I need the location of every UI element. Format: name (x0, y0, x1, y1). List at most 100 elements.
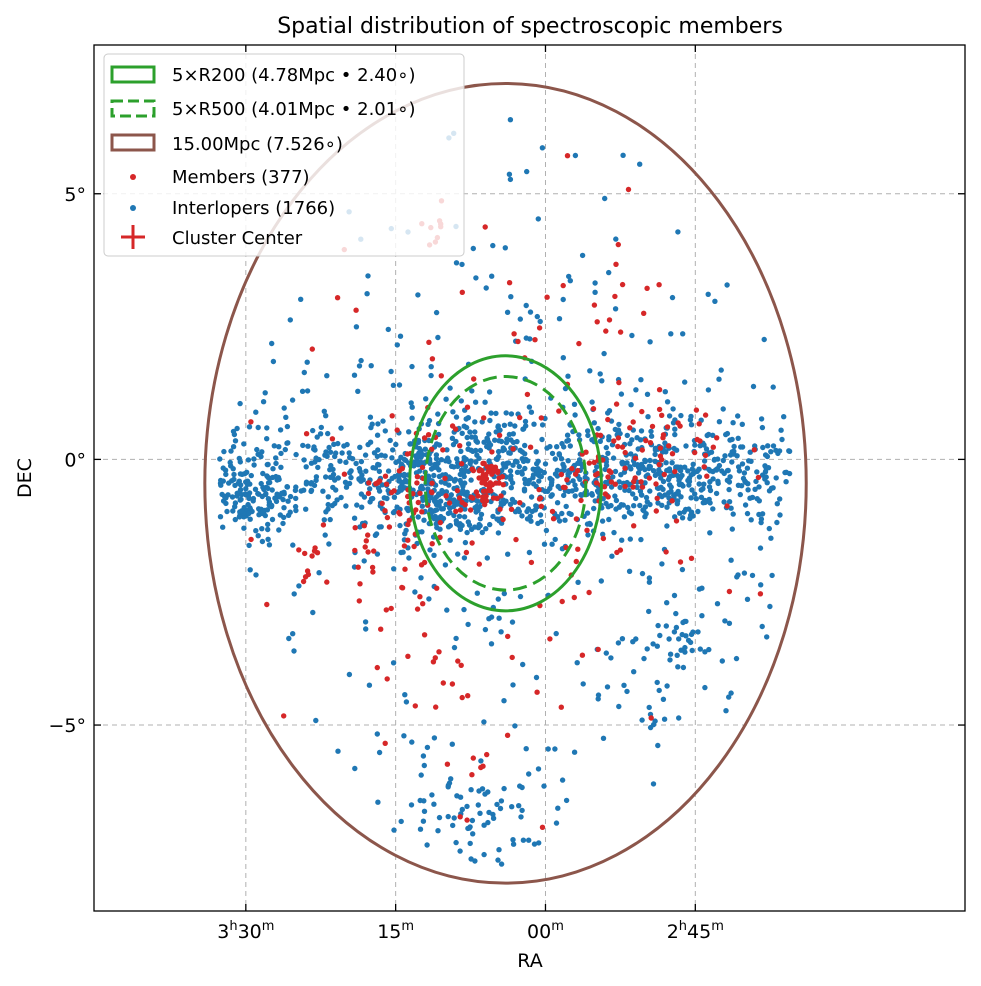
interloper-point (702, 649, 708, 655)
interloper-point (631, 503, 637, 509)
interloper-point (644, 646, 650, 652)
interloper-point (592, 280, 598, 286)
member-point (473, 489, 480, 495)
interloper-point (472, 524, 478, 530)
interloper-point (541, 541, 548, 547)
interloper-point (682, 644, 688, 651)
y-tick-label-2: −5° (48, 715, 86, 737)
interloper-point (420, 753, 427, 759)
member-point (366, 480, 372, 486)
member-point (666, 443, 672, 449)
interloper-point (711, 456, 718, 463)
interloper-point (674, 652, 680, 658)
interloper-point (290, 631, 296, 637)
interloper-point (726, 620, 733, 626)
interloper-point (549, 450, 556, 457)
member-point (669, 498, 675, 504)
member-point (264, 601, 270, 608)
interloper-point (301, 457, 307, 463)
member-point (702, 412, 709, 418)
interloper-point (397, 522, 403, 529)
member-point (384, 676, 390, 682)
interloper-point (456, 513, 463, 519)
interloper-point (459, 489, 466, 495)
interloper-point (652, 472, 659, 479)
interloper-point (679, 566, 686, 573)
interloper-point (526, 549, 533, 556)
interloper-point (608, 484, 615, 490)
interloper-point (685, 468, 691, 474)
interloper-point (652, 451, 658, 458)
interloper-point (536, 478, 542, 484)
interloper-point (508, 294, 514, 300)
interloper-point (763, 474, 769, 480)
member-point (724, 503, 730, 509)
interloper-point (520, 426, 527, 432)
interloper-point (269, 516, 276, 523)
interloper-point (495, 530, 502, 536)
interloper-point (507, 501, 514, 507)
interloper-point (678, 494, 684, 500)
interloper-point (409, 363, 415, 370)
interloper-point (425, 421, 431, 427)
member-point (476, 561, 482, 567)
interloper-point (467, 429, 473, 435)
interloper-point (502, 245, 508, 251)
interloper-point (776, 448, 783, 454)
interloper-point (664, 683, 670, 689)
interloper-point (274, 491, 280, 497)
member-point (406, 517, 412, 523)
interloper-point (326, 444, 332, 451)
member-point (578, 497, 584, 504)
interloper-point (671, 629, 678, 635)
interloper-point (332, 477, 338, 483)
interloper-point (445, 524, 452, 530)
interloper-point (328, 462, 334, 469)
interloper-point (553, 820, 560, 826)
interloper-point (394, 504, 400, 510)
interloper-point (490, 815, 497, 821)
interloper-point (255, 533, 261, 539)
x-tick-label-0: 3h30m (217, 919, 274, 943)
interloper-point (621, 682, 627, 688)
interloper-point (600, 531, 606, 537)
interloper-point (572, 412, 578, 418)
member-point (612, 293, 618, 300)
interloper-point (223, 495, 229, 501)
interloper-point (646, 608, 652, 615)
member-point (654, 495, 660, 501)
member-point (657, 445, 664, 451)
interloper-point (609, 553, 615, 559)
interloper-point (677, 510, 683, 516)
member-point (500, 482, 506, 488)
interloper-point (647, 465, 653, 471)
interloper-point (634, 484, 640, 490)
interloper-point (736, 468, 743, 474)
interloper-point (376, 468, 383, 475)
interloper-point (561, 467, 567, 473)
interloper-point (351, 372, 358, 378)
interloper-point (431, 516, 437, 522)
interloper-point (696, 481, 702, 487)
interloper-point (603, 650, 609, 656)
interloper-point (313, 717, 319, 724)
member-point (556, 408, 562, 414)
interloper-point (246, 510, 252, 517)
legend-interlopers-label: Interlopers (1766) (172, 198, 335, 219)
interloper-point (327, 516, 333, 523)
interloper-point (396, 476, 402, 483)
interloper-point (626, 487, 632, 494)
interloper-point (453, 839, 459, 846)
interloper-point (555, 514, 561, 520)
interloper-point (231, 471, 237, 478)
member-point (386, 524, 393, 530)
interloper-point (597, 438, 603, 444)
interloper-point (266, 475, 273, 482)
interloper-point (420, 818, 427, 824)
member-point (591, 302, 598, 308)
interloper-point (422, 446, 428, 452)
interloper-point (668, 484, 674, 490)
interloper-point (474, 452, 480, 458)
interloper-point (520, 837, 527, 843)
member-point (478, 764, 484, 771)
